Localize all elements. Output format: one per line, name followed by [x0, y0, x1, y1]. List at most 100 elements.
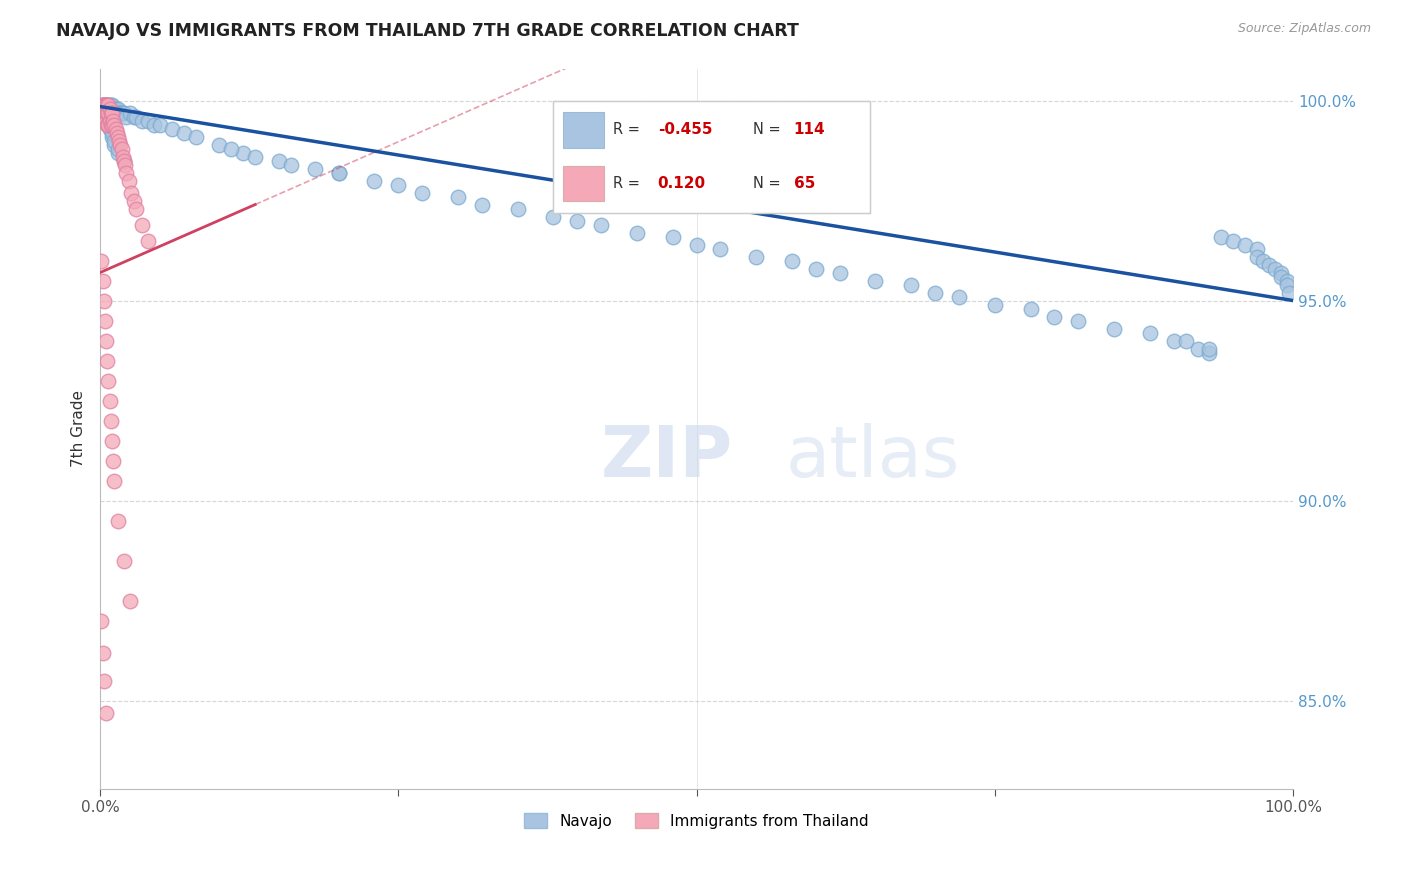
Point: [626, 226, 648, 240]
Point: [100, 121, 122, 136]
Point: [567, 213, 589, 227]
Point: [107, 514, 129, 528]
Point: [125, 202, 148, 216]
Legend: Navajo, Immigrants from Thailand: Navajo, Immigrants from Thailand: [519, 806, 875, 835]
Point: [160, 121, 183, 136]
Point: [90, 105, 112, 120]
Point: [98, 118, 121, 132]
Point: [93, 102, 115, 116]
Point: [1163, 334, 1185, 348]
Point: [107, 102, 129, 116]
Point: [120, 186, 142, 200]
Point: [110, 105, 132, 120]
Point: [103, 474, 125, 488]
Point: [112, 153, 135, 168]
Point: [709, 242, 731, 256]
Point: [94, 105, 117, 120]
Point: [1246, 250, 1268, 264]
Point: [97, 102, 120, 116]
Point: [111, 105, 134, 120]
Point: [93, 105, 115, 120]
Point: [387, 178, 409, 192]
Point: [101, 434, 124, 448]
Point: [94, 97, 117, 112]
Point: [93, 673, 115, 688]
Point: [101, 105, 124, 120]
Point: [110, 142, 132, 156]
Point: [1275, 277, 1298, 292]
Point: [97, 113, 120, 128]
Point: [685, 237, 707, 252]
Point: [1211, 229, 1233, 244]
Y-axis label: 7th Grade: 7th Grade: [72, 390, 86, 467]
Point: [96, 105, 118, 120]
Point: [591, 218, 613, 232]
Point: [94, 102, 117, 116]
Point: [745, 250, 768, 264]
Point: [1019, 301, 1042, 316]
Point: [90, 253, 112, 268]
Point: [1234, 237, 1257, 252]
Point: [1067, 313, 1090, 327]
Point: [131, 113, 153, 128]
Point: [118, 173, 141, 187]
Point: [411, 186, 433, 200]
Point: [543, 210, 565, 224]
Point: [94, 113, 117, 128]
Point: [363, 173, 385, 187]
Point: [1043, 310, 1066, 324]
Point: [91, 105, 114, 120]
Point: [107, 142, 129, 156]
Point: [98, 121, 121, 136]
Point: [1246, 242, 1268, 256]
Point: [91, 97, 114, 112]
Point: [110, 105, 132, 120]
Point: [122, 110, 145, 124]
Point: [104, 102, 127, 116]
Point: [101, 105, 124, 120]
Point: [107, 129, 129, 144]
Point: [471, 197, 494, 211]
Point: [103, 137, 125, 152]
Text: Source: ZipAtlas.com: Source: ZipAtlas.com: [1237, 22, 1371, 36]
Point: [98, 105, 121, 120]
Point: [1258, 258, 1281, 272]
Point: [122, 194, 145, 208]
Point: [1278, 285, 1301, 300]
Point: [101, 97, 124, 112]
Point: [91, 97, 114, 112]
Point: [1270, 266, 1292, 280]
Point: [90, 614, 112, 628]
Point: [96, 110, 118, 124]
Point: [97, 105, 120, 120]
Point: [93, 293, 115, 308]
Point: [984, 297, 1007, 311]
Point: [94, 102, 117, 116]
Point: [101, 126, 124, 140]
Point: [93, 97, 115, 112]
Point: [94, 105, 117, 120]
Point: [93, 102, 115, 116]
Point: [96, 353, 118, 368]
Point: [103, 102, 125, 116]
Point: [118, 105, 141, 120]
Point: [91, 646, 114, 660]
Text: atlas: atlas: [786, 423, 960, 491]
Point: [105, 126, 128, 140]
Point: [111, 149, 134, 163]
Point: [112, 105, 135, 120]
Point: [97, 97, 120, 112]
Point: [97, 97, 120, 112]
Point: [1187, 342, 1209, 356]
Point: [948, 289, 970, 303]
Point: [93, 113, 115, 128]
Text: NAVAJO VS IMMIGRANTS FROM THAILAND 7TH GRADE CORRELATION CHART: NAVAJO VS IMMIGRANTS FROM THAILAND 7TH G…: [56, 22, 799, 40]
Point: [1264, 261, 1286, 276]
Point: [125, 110, 148, 124]
Point: [90, 97, 112, 112]
Point: [208, 137, 231, 152]
Point: [661, 229, 683, 244]
Point: [173, 126, 195, 140]
Point: [108, 134, 131, 148]
Point: [108, 105, 131, 120]
